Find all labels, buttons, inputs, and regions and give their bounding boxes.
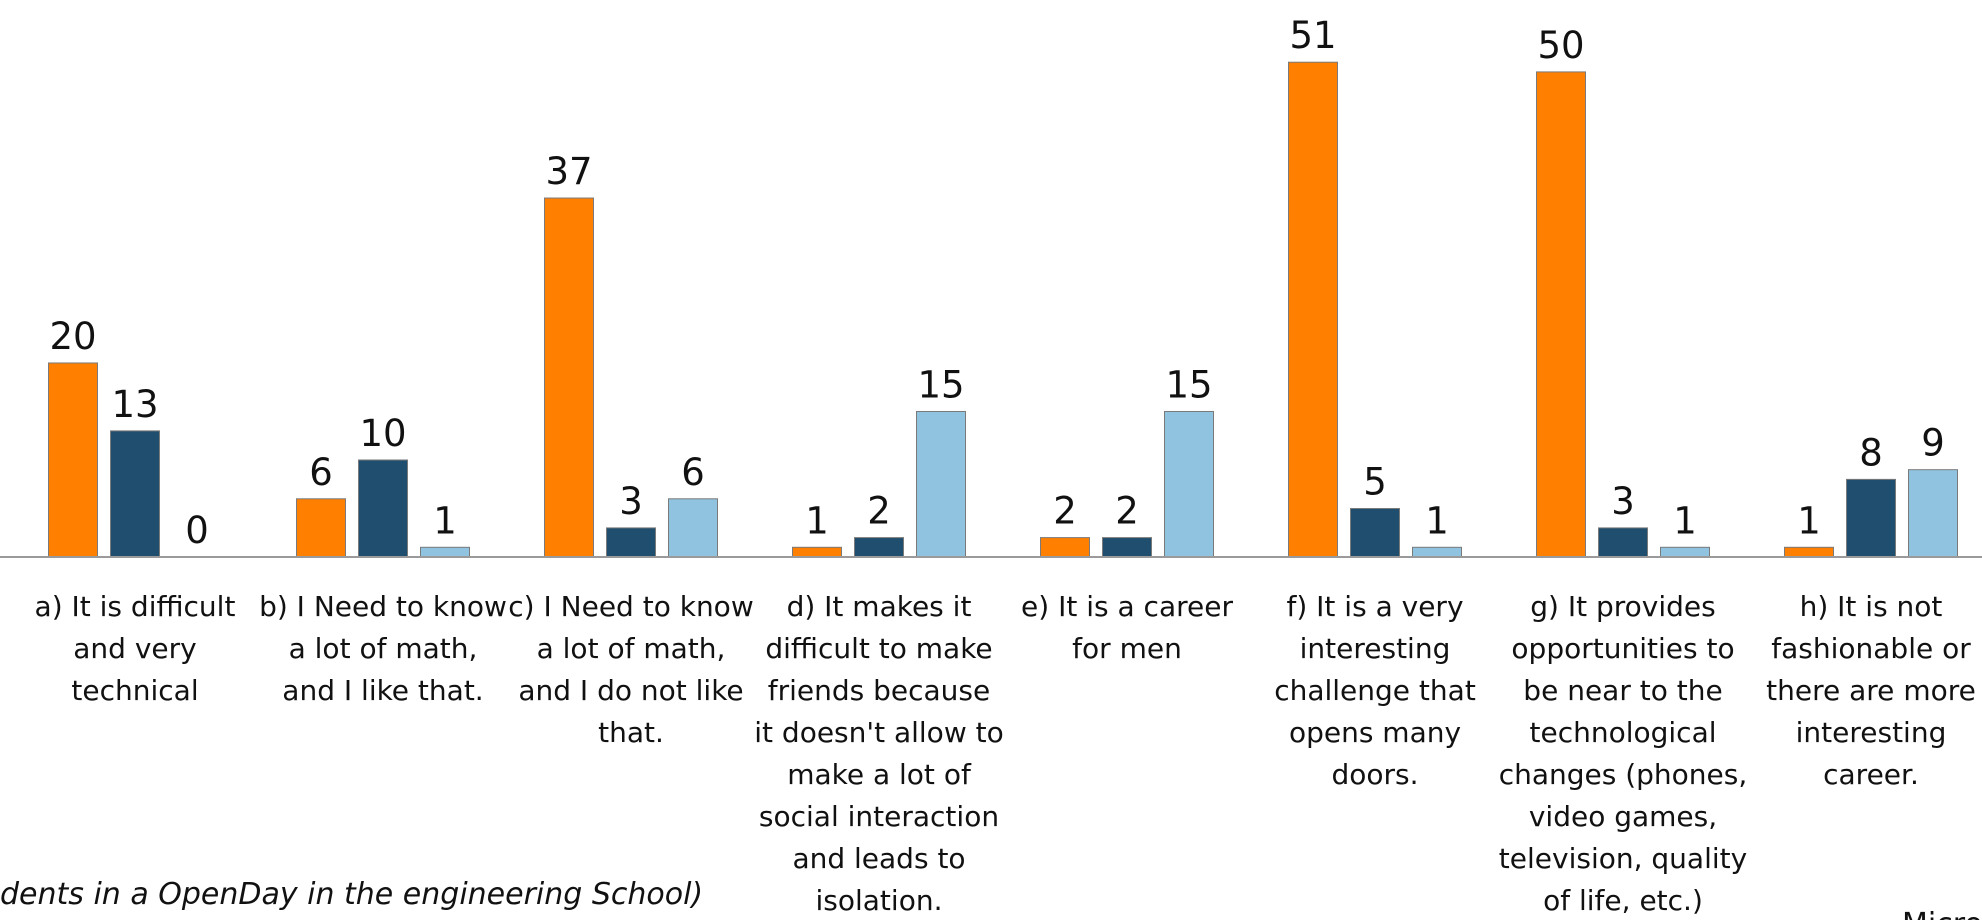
bar [110,430,160,558]
data-label: 15 [917,363,964,406]
data-label: 1 [1425,499,1449,542]
data-label: 51 [1289,14,1336,57]
bar [916,410,966,558]
data-label: 2 [867,490,891,533]
x-tick-label: b) I Need to know a lot of math, and I l… [259,590,507,707]
data-label: 5 [1363,460,1387,503]
data-label: 20 [49,315,96,358]
x-tick-label: e) It is a career for men [1021,590,1233,665]
bar [48,362,98,558]
bar [606,527,656,558]
x-tick-label: f) It is a very interesting challenge th… [1274,590,1476,791]
data-label: 1 [1673,499,1697,542]
bar [1846,478,1896,558]
bar [668,498,718,558]
data-label: 50 [1537,24,1584,67]
data-label: 0 [185,509,209,552]
bar [1350,507,1400,558]
footnote: dents in a OpenDay in the engineering Sc… [0,877,703,912]
data-label: 10 [359,412,406,455]
bar [854,537,904,558]
x-tick-label: c) I Need to know a lot of math, and I d… [508,590,754,749]
data-label: 2 [1053,490,1077,533]
data-label: 9 [1921,422,1945,465]
data-label: 3 [1611,480,1635,523]
data-label: 37 [545,150,592,193]
bar [1288,61,1338,558]
bar [1040,537,1090,558]
data-label: 1 [433,499,457,542]
corner-text: Micro [1902,907,1982,920]
bar [1536,71,1586,558]
bar [1660,546,1710,558]
data-label: 8 [1859,431,1883,474]
data-label: 13 [111,383,158,426]
bar [1412,546,1462,558]
bar [544,197,594,558]
data-label: 3 [619,480,643,523]
data-label: 6 [309,451,333,494]
x-tick-label: d) It makes it difficult to make friends… [754,590,1004,917]
data-label: 1 [805,499,829,542]
data-label: 6 [681,451,705,494]
bar [1598,527,1648,558]
x-tick-label: a) It is difficult and very technical [34,590,236,707]
bar [358,459,408,558]
data-label: 2 [1115,490,1139,533]
bar [1784,546,1834,558]
bar [296,498,346,558]
data-label: 15 [1165,363,1212,406]
bar [792,546,842,558]
bar [1908,469,1958,558]
x-tick-label: h) It is not fashionable or there are mo… [1766,590,1976,791]
bar [420,546,470,558]
data-label: 1 [1797,499,1821,542]
bar [1102,537,1152,558]
x-tick-label: g) It provides opportunities to be near … [1498,590,1748,917]
bar [1164,410,1214,558]
